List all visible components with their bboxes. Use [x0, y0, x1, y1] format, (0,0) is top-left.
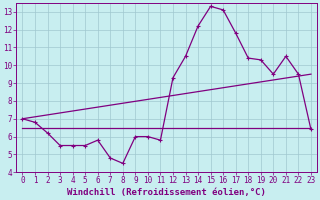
X-axis label: Windchill (Refroidissement éolien,°C): Windchill (Refroidissement éolien,°C)	[67, 188, 266, 197]
